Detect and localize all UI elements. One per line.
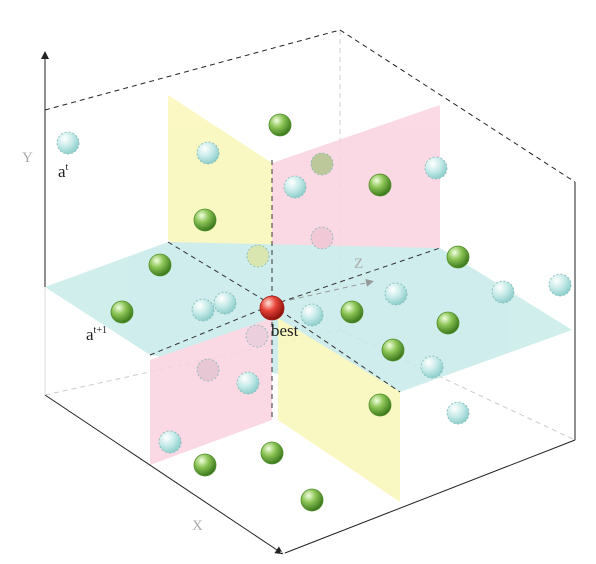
a-t1-label: at+1 bbox=[86, 325, 107, 344]
best-label: best bbox=[271, 321, 299, 340]
z-axis-label: Z bbox=[354, 256, 363, 272]
a-t-label: at bbox=[58, 162, 69, 181]
cube-edges bbox=[41, 29, 576, 555]
z-axis bbox=[289, 278, 374, 301]
y-axis-label: Y bbox=[22, 150, 33, 166]
cube-inner-lines bbox=[44, 287, 286, 554]
a-t-sup: t bbox=[66, 162, 69, 173]
x-axis-label: X bbox=[192, 518, 203, 534]
green-particles bbox=[110, 113, 470, 512]
plane-intersections bbox=[149, 160, 441, 420]
a-t1-base: a bbox=[86, 325, 94, 344]
a-t1-sup: t+1 bbox=[94, 325, 107, 336]
back-edges bbox=[44, 30, 576, 441]
a-t-base: a bbox=[58, 162, 66, 181]
planes bbox=[45, 95, 572, 502]
best-particle bbox=[259, 295, 285, 321]
cyan-particles bbox=[56, 131, 572, 454]
